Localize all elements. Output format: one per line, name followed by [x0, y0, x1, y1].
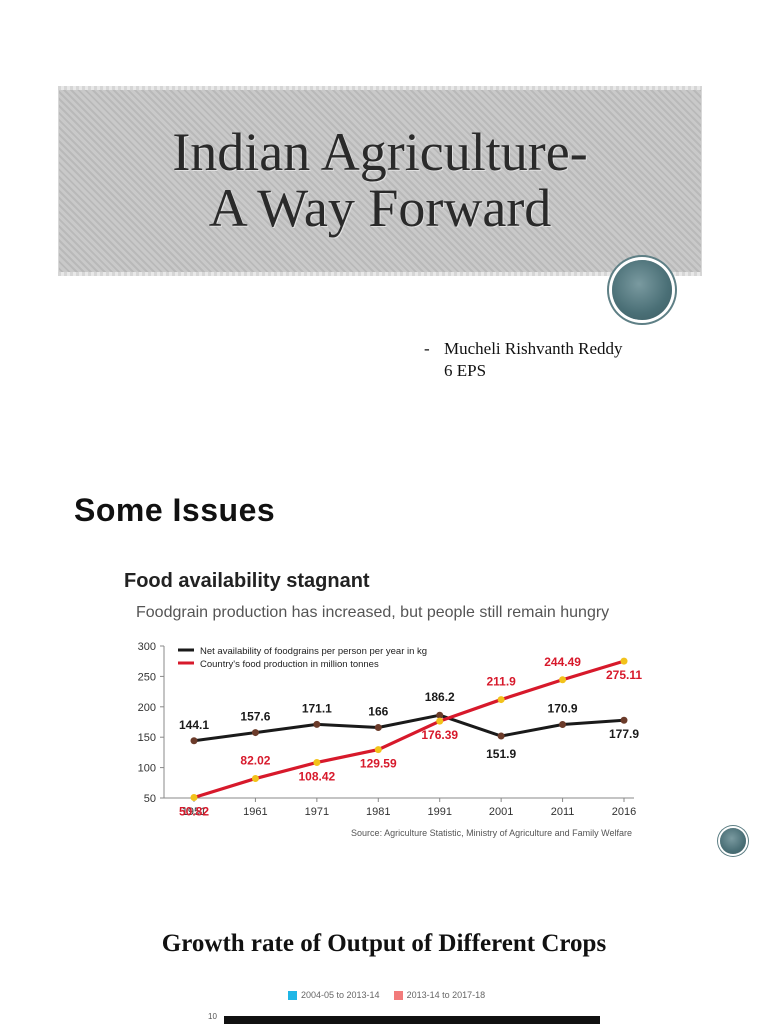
- x-tick-label: 2011: [551, 806, 575, 818]
- data-point: [436, 711, 444, 719]
- banner-bottom-edge: [58, 272, 702, 276]
- data-label: 275.11: [606, 668, 642, 682]
- y-tick-label: 150: [138, 732, 156, 744]
- legend-label: Country's food production in million ton…: [200, 659, 379, 670]
- data-point: [190, 737, 198, 745]
- slide-heading: Growth rate of Output of Different Crops: [161, 930, 607, 957]
- x-tick-label: 1991: [427, 806, 451, 818]
- title-banner: Indian Agriculture- A Way Forward: [58, 86, 702, 276]
- data-label: 144.1: [179, 718, 209, 732]
- x-tick-label: 2001: [489, 806, 513, 818]
- author-name: Mucheli Rishvanth Reddy: [444, 339, 623, 358]
- data-label: 151.9: [486, 747, 516, 761]
- y-tick-label: 200: [138, 702, 156, 714]
- x-tick-label: 2016: [612, 806, 636, 818]
- data-point: [620, 657, 628, 665]
- data-point: [620, 716, 628, 724]
- data-label: 244.49: [544, 655, 581, 669]
- chart-subtitle: Foodgrain production has increased, but …: [136, 604, 610, 621]
- legend-label-1: 2004-05 to 2013-14: [301, 990, 380, 1000]
- data-label: 50.82: [179, 805, 209, 819]
- chart-title: Food availability stagnant: [124, 570, 370, 592]
- data-label: 176.39: [421, 728, 458, 742]
- author-block: - Mucheli Rishvanth Reddy 6 EPS: [424, 338, 622, 382]
- series-line: [193, 659, 625, 800]
- issues-slide: Some Issues Food availability stagnant F…: [0, 468, 768, 908]
- legend-swatch-2: [393, 991, 403, 1001]
- data-label: 171.1: [302, 701, 332, 715]
- data-point: [313, 758, 321, 766]
- data-label: 166: [368, 704, 388, 718]
- data-point: [497, 696, 505, 704]
- data-point: [313, 720, 321, 728]
- title-line-2: A Way Forward: [208, 178, 552, 238]
- y-tick-label: 300: [138, 641, 156, 653]
- data-point: [374, 723, 382, 731]
- data-label: 170.9: [548, 701, 578, 715]
- decorative-circle-icon: [612, 260, 672, 320]
- y-tick-label: 50: [144, 793, 156, 805]
- data-point: [251, 775, 259, 783]
- legend-item: 2004-05 to 2013-14: [288, 990, 380, 1001]
- series-line: [193, 713, 625, 743]
- data-point: [374, 746, 382, 754]
- food-availability-chart: 300 250 200 150 100 50 1951 1961 1971 1981 1991 200…: [138, 641, 643, 838]
- data-label: 108.42: [299, 769, 336, 783]
- legend-label: Net availability of foodgrains per perso…: [200, 646, 427, 657]
- author-class: 6 EPS: [444, 361, 487, 380]
- y-axis-tick: 10: [208, 1012, 217, 1021]
- legend-swatch-1: [288, 991, 297, 1001]
- legend-item: 2013-14 to 2017-18: [393, 990, 486, 1001]
- data-label: 211.9: [486, 675, 516, 689]
- chart-source: Source: Agriculture Statistic, Ministry …: [351, 828, 632, 838]
- data-label: 157.6: [240, 710, 270, 724]
- slide-heading: Some Issues: [74, 492, 276, 528]
- data-label: 82.02: [240, 754, 270, 768]
- title-line-1: Indian Agriculture-: [172, 122, 588, 182]
- legend-label-2: 2013-14 to 2017-18: [406, 990, 486, 1000]
- banner-top-edge: [58, 86, 702, 90]
- x-tick-label: 1971: [305, 806, 329, 818]
- data-point: [190, 794, 198, 802]
- data-label: 186.2: [425, 690, 455, 704]
- data-label: 177.9: [609, 727, 639, 741]
- data-point: [559, 720, 567, 728]
- data-point: [497, 732, 505, 740]
- author-dash: -: [424, 339, 430, 358]
- title-slide: Indian Agriculture- A Way Forward - Muche…: [0, 0, 768, 440]
- decorative-circle-icon: [720, 828, 746, 854]
- x-tick-label: 1981: [366, 806, 390, 818]
- data-point: [559, 676, 567, 684]
- data-point: [251, 729, 259, 737]
- x-tick-label: 1961: [243, 806, 267, 818]
- presentation-title: Indian Agriculture- A Way Forward: [58, 124, 702, 236]
- x-tick-label: 1951: [182, 806, 206, 818]
- y-tick-label: 250: [138, 671, 156, 683]
- y-tick-label: 100: [138, 763, 156, 775]
- data-label: 129.59: [360, 757, 397, 771]
- data-point: [436, 717, 444, 725]
- growth-legend: 2004-05 to 2013-14 2013-14 to 2017-18: [288, 990, 486, 1001]
- growth-slide: Growth rate of Output of Different Crops…: [0, 920, 768, 1024]
- growth-bar: [224, 1016, 600, 1024]
